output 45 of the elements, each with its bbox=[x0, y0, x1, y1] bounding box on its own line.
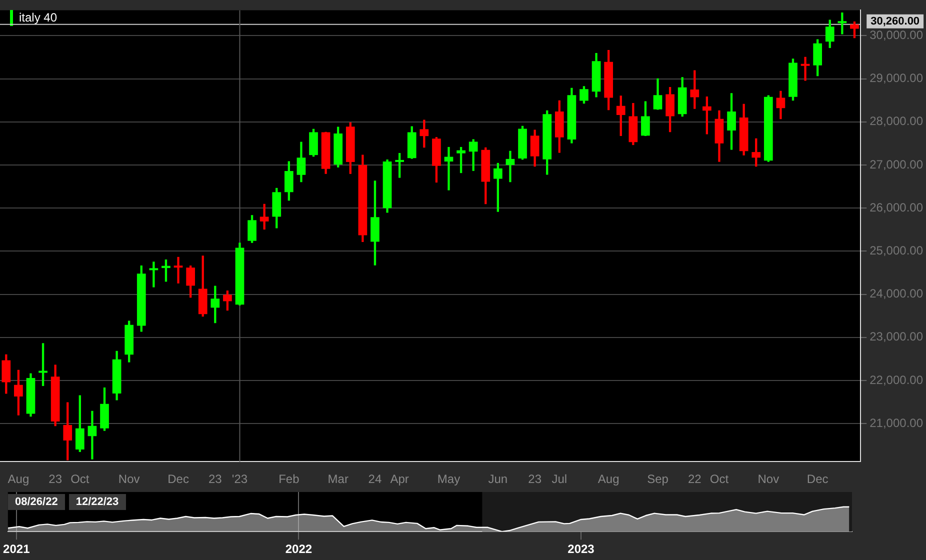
x-tick-label: Jul bbox=[552, 472, 568, 486]
x-tick-label: Jun bbox=[488, 472, 508, 486]
y-tick-label: 28,000.00 bbox=[870, 114, 924, 128]
y-tick-label: 23,000.00 bbox=[870, 330, 924, 344]
candlestick bbox=[800, 56, 810, 81]
x-tick-label: 24 bbox=[368, 472, 382, 486]
x-tick-label: Nov bbox=[758, 472, 780, 486]
y-tick-label: 24,000.00 bbox=[870, 286, 924, 301]
y-tick-label: 26,000.00 bbox=[870, 200, 924, 214]
x-tick-label: Aug bbox=[598, 472, 620, 486]
candlestick bbox=[444, 146, 454, 190]
ref-line-label: 30,260.00 bbox=[870, 15, 920, 28]
x-tick-label: May bbox=[437, 472, 460, 486]
x-tick-label: 23 bbox=[528, 472, 542, 486]
x-tick-label: '23 bbox=[232, 472, 248, 486]
annotation: 12/22/23 bbox=[68, 494, 126, 510]
y-tick-label: 21,000.00 bbox=[870, 416, 924, 430]
x-tick-label: Sep bbox=[647, 472, 669, 486]
x-tick-label: Mar bbox=[328, 472, 348, 486]
candlestick bbox=[838, 12, 847, 34]
x-tick-label: 2023 bbox=[568, 542, 595, 556]
candlestick bbox=[149, 262, 158, 288]
x-tick-label: Apr bbox=[390, 472, 409, 486]
candlestick bbox=[174, 256, 183, 284]
x-tick-label: 2021 bbox=[3, 542, 30, 556]
x-tick-label: 2022 bbox=[285, 542, 312, 556]
y-tick-label: 30,000.00 bbox=[870, 28, 924, 42]
x-tick-label: Feb bbox=[278, 472, 300, 486]
y-tick-label: 22,000.00 bbox=[870, 372, 924, 387]
x-tick-label: 23 bbox=[48, 472, 62, 486]
legend-label: italy 40 bbox=[19, 10, 58, 24]
y-tick-label: 29,000.00 bbox=[870, 71, 924, 86]
x-tick-label: Dec bbox=[168, 472, 189, 486]
x-tick-label: Nov bbox=[118, 472, 140, 486]
x-tick-label: Dec bbox=[806, 472, 828, 486]
x-tick-label: Aug bbox=[8, 472, 30, 486]
x-tick-label: Oct bbox=[710, 472, 730, 486]
y-tick-label: 25,000.00 bbox=[870, 244, 924, 258]
annotation: 08/26/22 bbox=[8, 494, 65, 510]
candlestick bbox=[88, 410, 97, 460]
x-tick-label: Oct bbox=[70, 472, 90, 486]
candlestick bbox=[506, 150, 515, 182]
x-tick-label: 22 bbox=[688, 472, 702, 486]
y-tick-label: 27,000.00 bbox=[870, 157, 924, 172]
x-tick-label: 23 bbox=[208, 472, 222, 486]
